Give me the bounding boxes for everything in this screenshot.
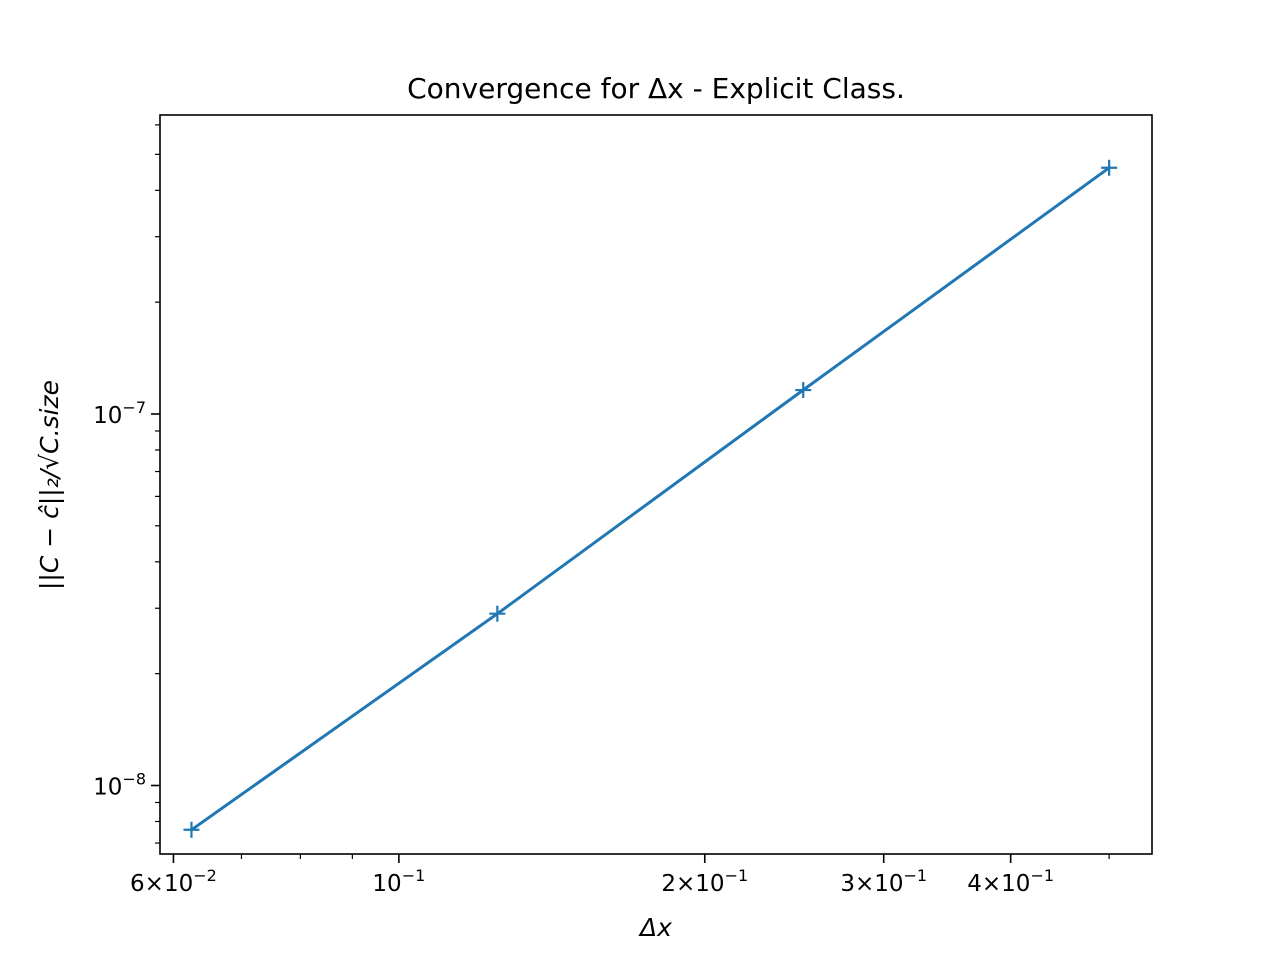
y-axis-label: ||C − ĉ||₂/√C.size (35, 380, 64, 590)
series-line (190, 166, 1110, 832)
y-tick-label: 10−8 (93, 769, 146, 800)
data-point (183, 821, 200, 838)
x-axis-label: Δx (638, 913, 672, 942)
x-tick-label: 2×10−1 (661, 866, 748, 897)
x-tick-label: 6×10−2 (130, 866, 217, 897)
data-point (489, 605, 506, 622)
plot-frame (159, 114, 1153, 855)
y-axis: 10−7 10−8 (93, 124, 160, 844)
x-tick-label: 10−1 (372, 866, 425, 897)
data-point (795, 382, 812, 399)
y-tick-label: 10−7 (93, 398, 146, 429)
data-point (1101, 159, 1118, 176)
x-axis: 6×10−2 10−1 2×10−1 3×10−1 4×10−1 (130, 854, 1110, 897)
plot-area (183, 159, 1118, 838)
x-tick-label: 3×10−1 (840, 866, 927, 897)
chart-title: Convergence for Δx - Explicit Class. (407, 72, 905, 105)
x-tick-label: 4×10−1 (967, 866, 1054, 897)
